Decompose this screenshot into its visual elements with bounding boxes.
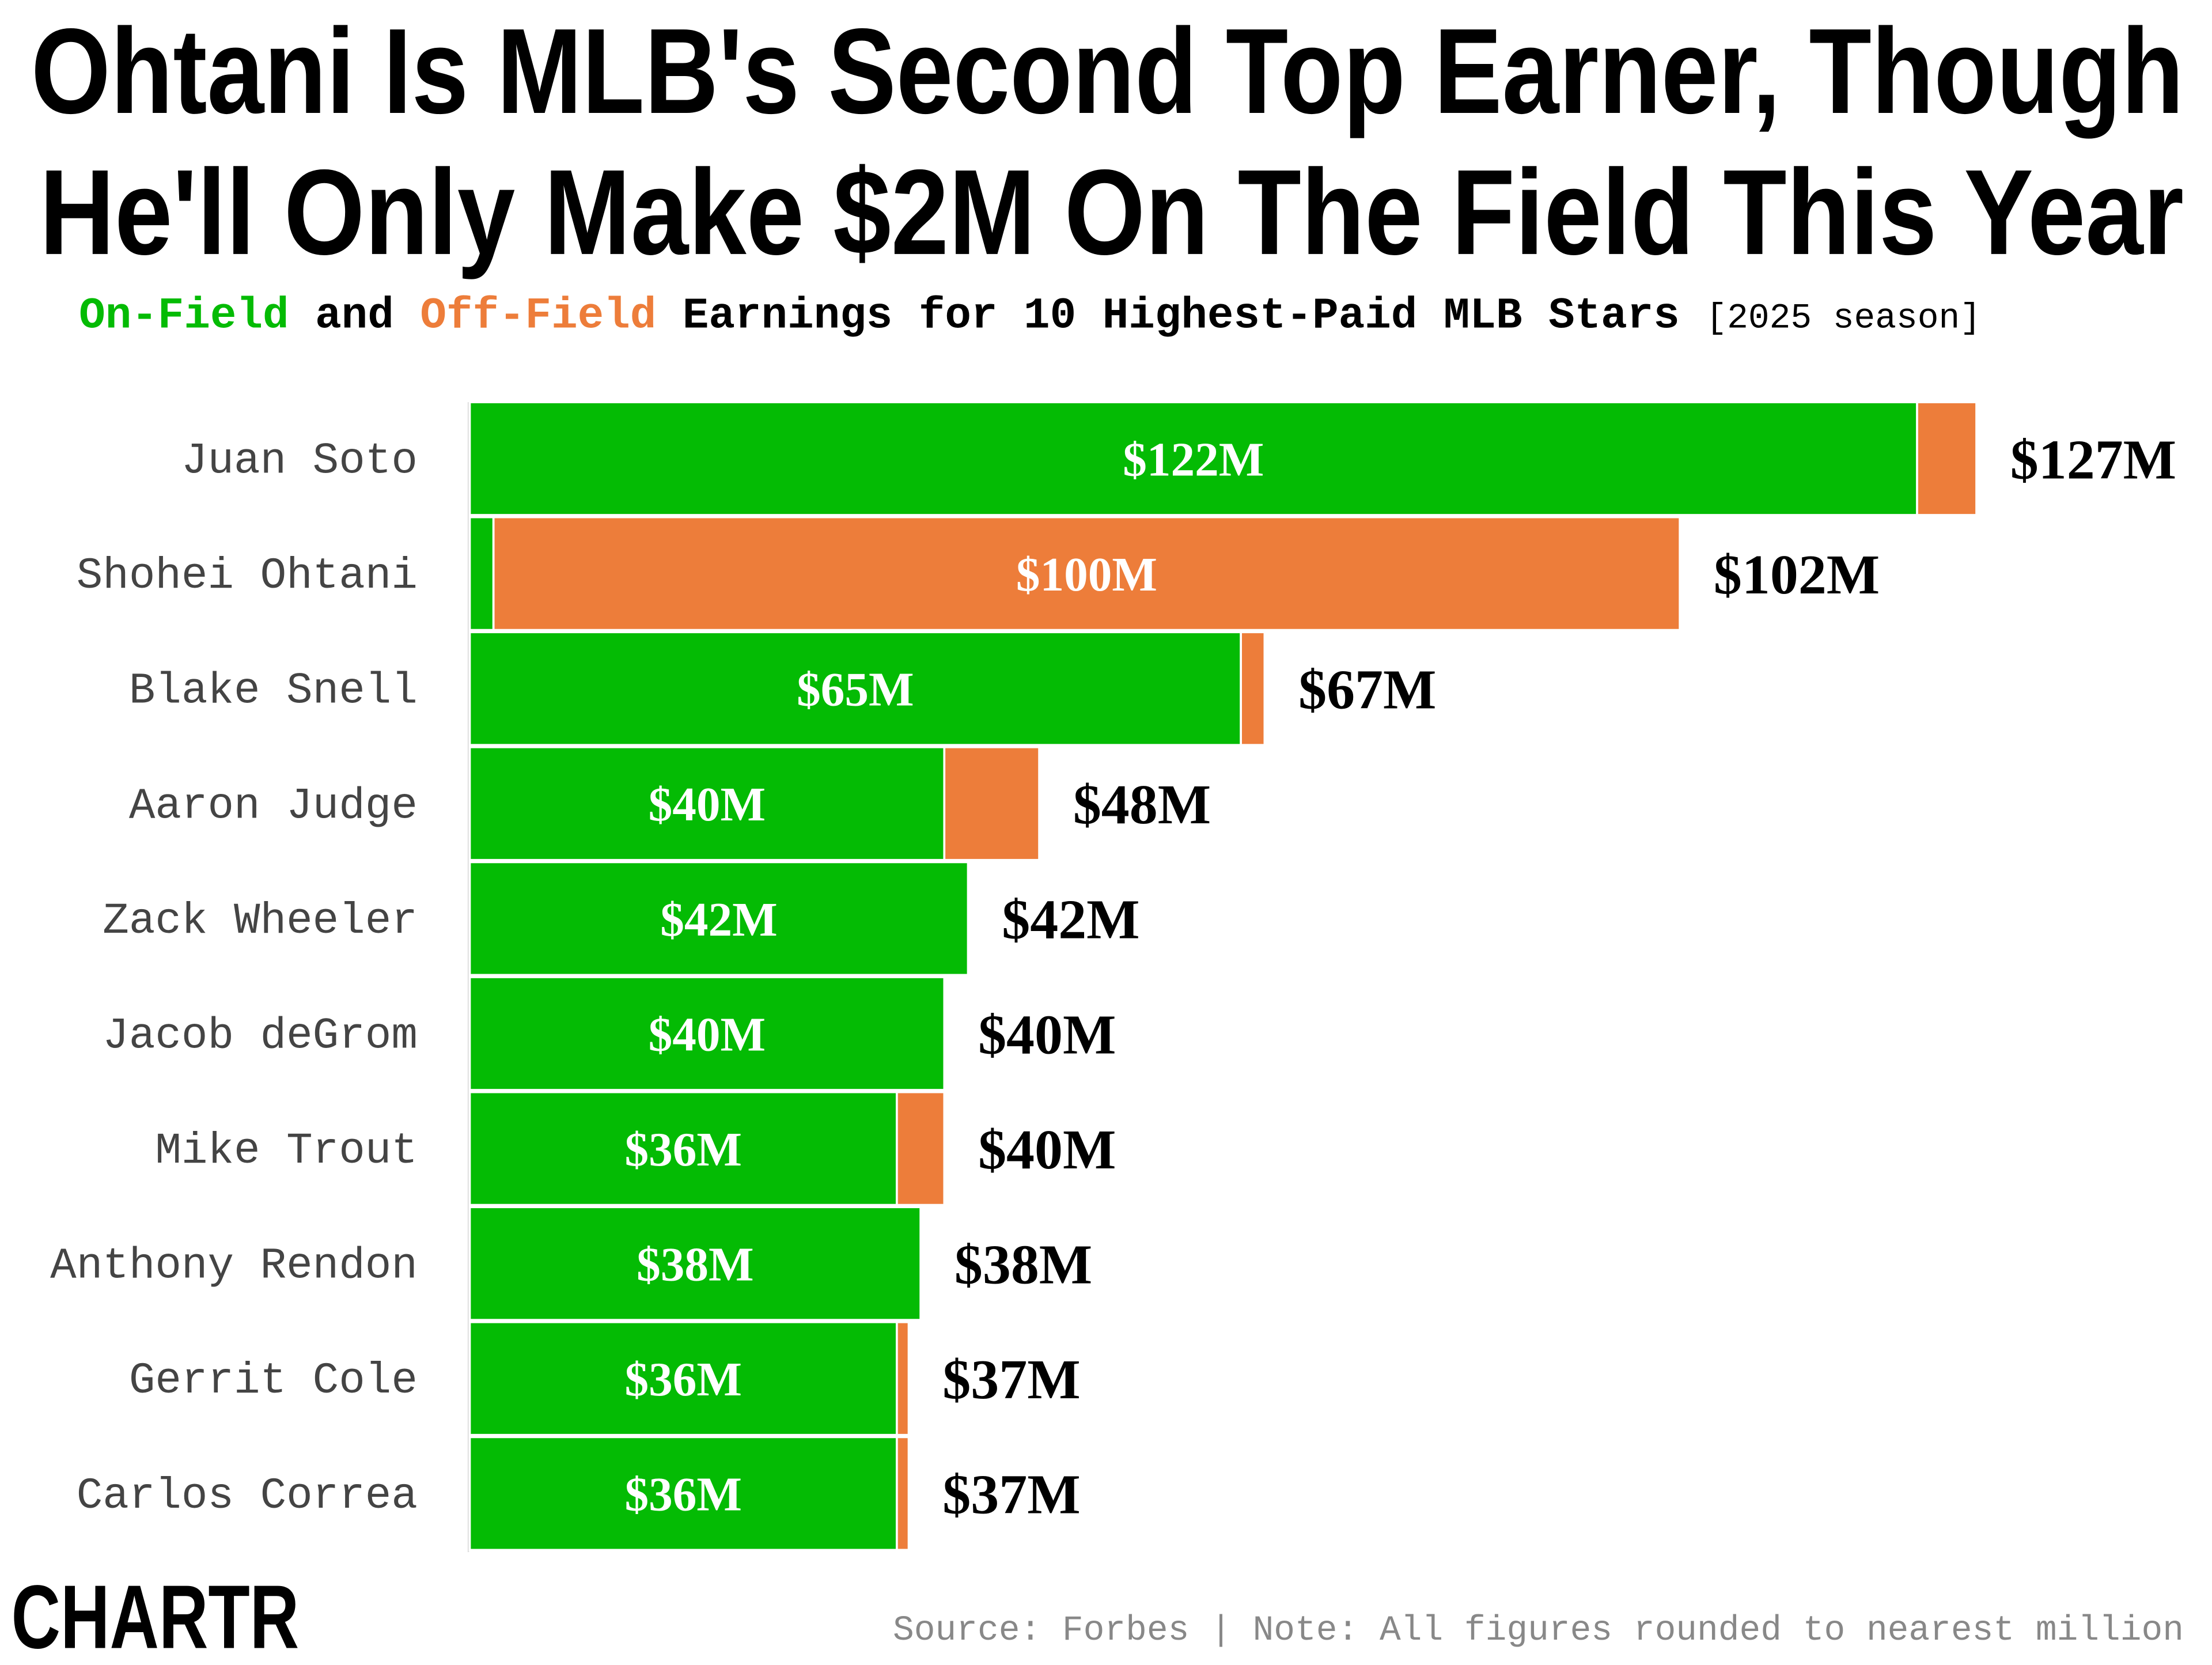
chart-title: Ohtani Is MLB's Second Top Earner, Thoug…	[31, 3, 2184, 139]
bar-segment	[468, 1206, 922, 1321]
bar-segment	[468, 631, 1242, 746]
legend-on-field: On-Field	[79, 291, 289, 340]
logo: CHARTR	[12, 1567, 300, 1665]
source-note: Source: Forbes | Note: All figures round…	[893, 1611, 2184, 1651]
value-label: $40M	[649, 1008, 766, 1061]
value-label: $40M	[649, 778, 766, 831]
bar-segment	[896, 1320, 910, 1436]
subtitle-text: Earnings for 10 Highest-Paid MLB Stars	[683, 291, 1680, 340]
category-label: Blake Snell	[129, 667, 418, 716]
total-label: $37M	[942, 1349, 1080, 1411]
bar-segment	[1916, 401, 1978, 516]
bar-segment	[492, 516, 1681, 631]
value-label: $65M	[797, 664, 914, 717]
legend-off-field: Off-Field	[420, 291, 656, 340]
subtitle-note: [2025 season]	[1706, 298, 1981, 338]
subtitle-joiner: and	[315, 291, 394, 340]
value-label: $100M	[1016, 548, 1157, 601]
category-label: Aaron Judge	[129, 781, 418, 831]
total-label: $40M	[978, 1004, 1116, 1066]
subtitle: On-Field and Off-Field Earnings for 10 H…	[79, 291, 1981, 340]
total-label: $48M	[1073, 774, 1211, 836]
total-label: $102M	[1714, 544, 1880, 606]
value-label: $36M	[624, 1469, 741, 1522]
bar-segment	[896, 1436, 910, 1552]
total-label: $37M	[942, 1464, 1080, 1526]
value-label: $42M	[660, 894, 777, 947]
value-label: $122M	[1123, 433, 1264, 486]
total-label: $127M	[2010, 429, 2176, 491]
bar-segment	[468, 1320, 898, 1436]
bar-segment	[468, 401, 1918, 516]
bar-segment	[468, 1436, 898, 1552]
value-label: $36M	[624, 1353, 741, 1406]
category-label: Mike Trout	[155, 1126, 418, 1176]
category-label: Jacob deGrom	[103, 1011, 418, 1061]
category-label: Gerrit Cole	[129, 1356, 418, 1406]
total-label: $40M	[978, 1119, 1116, 1181]
category-label: Zack Wheeler	[103, 896, 418, 946]
category-label: Carlos Correa	[77, 1471, 418, 1521]
bar-segment	[468, 976, 946, 1091]
total-label: $38M	[955, 1233, 1092, 1296]
bar-segment	[896, 1091, 946, 1206]
bar-segment	[1240, 631, 1266, 746]
value-label: $36M	[624, 1123, 741, 1176]
total-label: $67M	[1298, 659, 1436, 721]
total-label: $42M	[1002, 889, 1139, 951]
category-label: Juan Soto	[181, 437, 418, 486]
bar-segment	[468, 861, 969, 977]
category-label: Shohei Ohtani	[77, 551, 418, 601]
value-label: $38M	[637, 1239, 753, 1292]
bar-segment	[468, 516, 495, 631]
chart-title-line2: He'll Only Make $2M On The Field This Ye…	[40, 144, 2184, 280]
bar-segment	[943, 746, 1040, 861]
category-label: Anthony Rendon	[50, 1242, 418, 1291]
